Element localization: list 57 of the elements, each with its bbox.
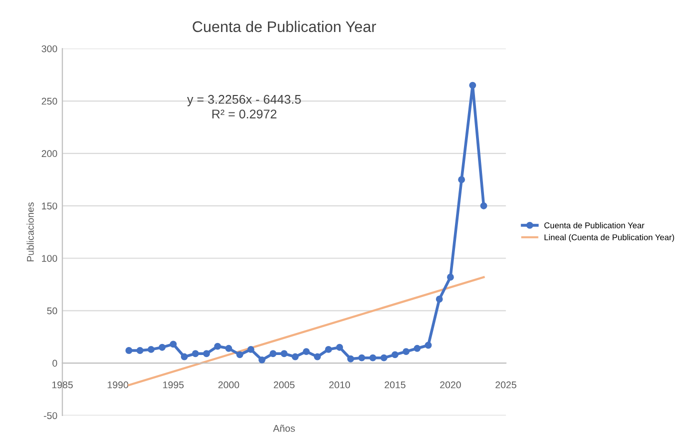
y-axis-title: Publicaciones bbox=[26, 202, 34, 262]
point bbox=[170, 340, 177, 348]
point bbox=[136, 347, 144, 354]
point bbox=[358, 354, 366, 362]
chart-title: Cuenta de Publication Year bbox=[192, 20, 376, 32]
point bbox=[225, 344, 232, 352]
point bbox=[125, 347, 132, 354]
y-tick-label: 250 bbox=[42, 98, 58, 105]
y-tick-label: -50 bbox=[44, 412, 58, 420]
legend-label: Cuenta de Publication Year bbox=[544, 222, 644, 228]
annotation: R² = 0.2972 bbox=[212, 110, 276, 118]
y-tick-label: 300 bbox=[42, 45, 58, 52]
x-tick-label: 2010 bbox=[329, 381, 350, 388]
point bbox=[446, 274, 454, 281]
point bbox=[480, 202, 488, 210]
point bbox=[392, 351, 398, 358]
point bbox=[158, 344, 166, 351]
x-tick-label: 2005 bbox=[274, 381, 295, 388]
x-axis-title: Años bbox=[273, 424, 295, 432]
x-tick-label: 1990 bbox=[108, 381, 128, 388]
point bbox=[270, 350, 277, 358]
point bbox=[380, 354, 388, 362]
point bbox=[336, 344, 344, 351]
point bbox=[325, 346, 332, 353]
point bbox=[469, 82, 476, 89]
y-tick-label: 100 bbox=[42, 254, 58, 262]
y-tick-label: 0 bbox=[52, 360, 58, 367]
x-tick-label: 1985 bbox=[52, 381, 73, 388]
point bbox=[414, 344, 421, 352]
point bbox=[369, 354, 376, 362]
point bbox=[203, 350, 210, 358]
y-tick-label: 150 bbox=[42, 202, 58, 210]
legend-label: Lineal (Cuenta de Publication Year) bbox=[544, 234, 674, 242]
annotation: y = 3.2256x - 6443.5 bbox=[187, 94, 301, 106]
y-tick-label: 200 bbox=[42, 150, 58, 158]
point bbox=[302, 348, 310, 356]
point bbox=[424, 342, 432, 349]
point bbox=[148, 346, 155, 353]
x-tick-label: 2000 bbox=[218, 381, 240, 388]
point bbox=[180, 353, 188, 360]
x-tick-label: 2015 bbox=[384, 381, 406, 388]
point bbox=[347, 355, 354, 362]
point bbox=[247, 346, 254, 353]
x-tick-label: 2020 bbox=[440, 381, 461, 388]
point bbox=[402, 348, 410, 356]
x-tick-label: 2025 bbox=[496, 381, 516, 388]
point bbox=[236, 351, 244, 358]
point bbox=[458, 176, 466, 184]
point bbox=[258, 356, 266, 364]
point bbox=[292, 353, 299, 360]
y-tick-label: 50 bbox=[47, 307, 58, 314]
point bbox=[192, 350, 199, 358]
point bbox=[214, 342, 222, 350]
point bbox=[280, 350, 288, 358]
x-tick-label: 1995 bbox=[163, 381, 184, 388]
point bbox=[314, 353, 321, 360]
point bbox=[436, 296, 443, 303]
